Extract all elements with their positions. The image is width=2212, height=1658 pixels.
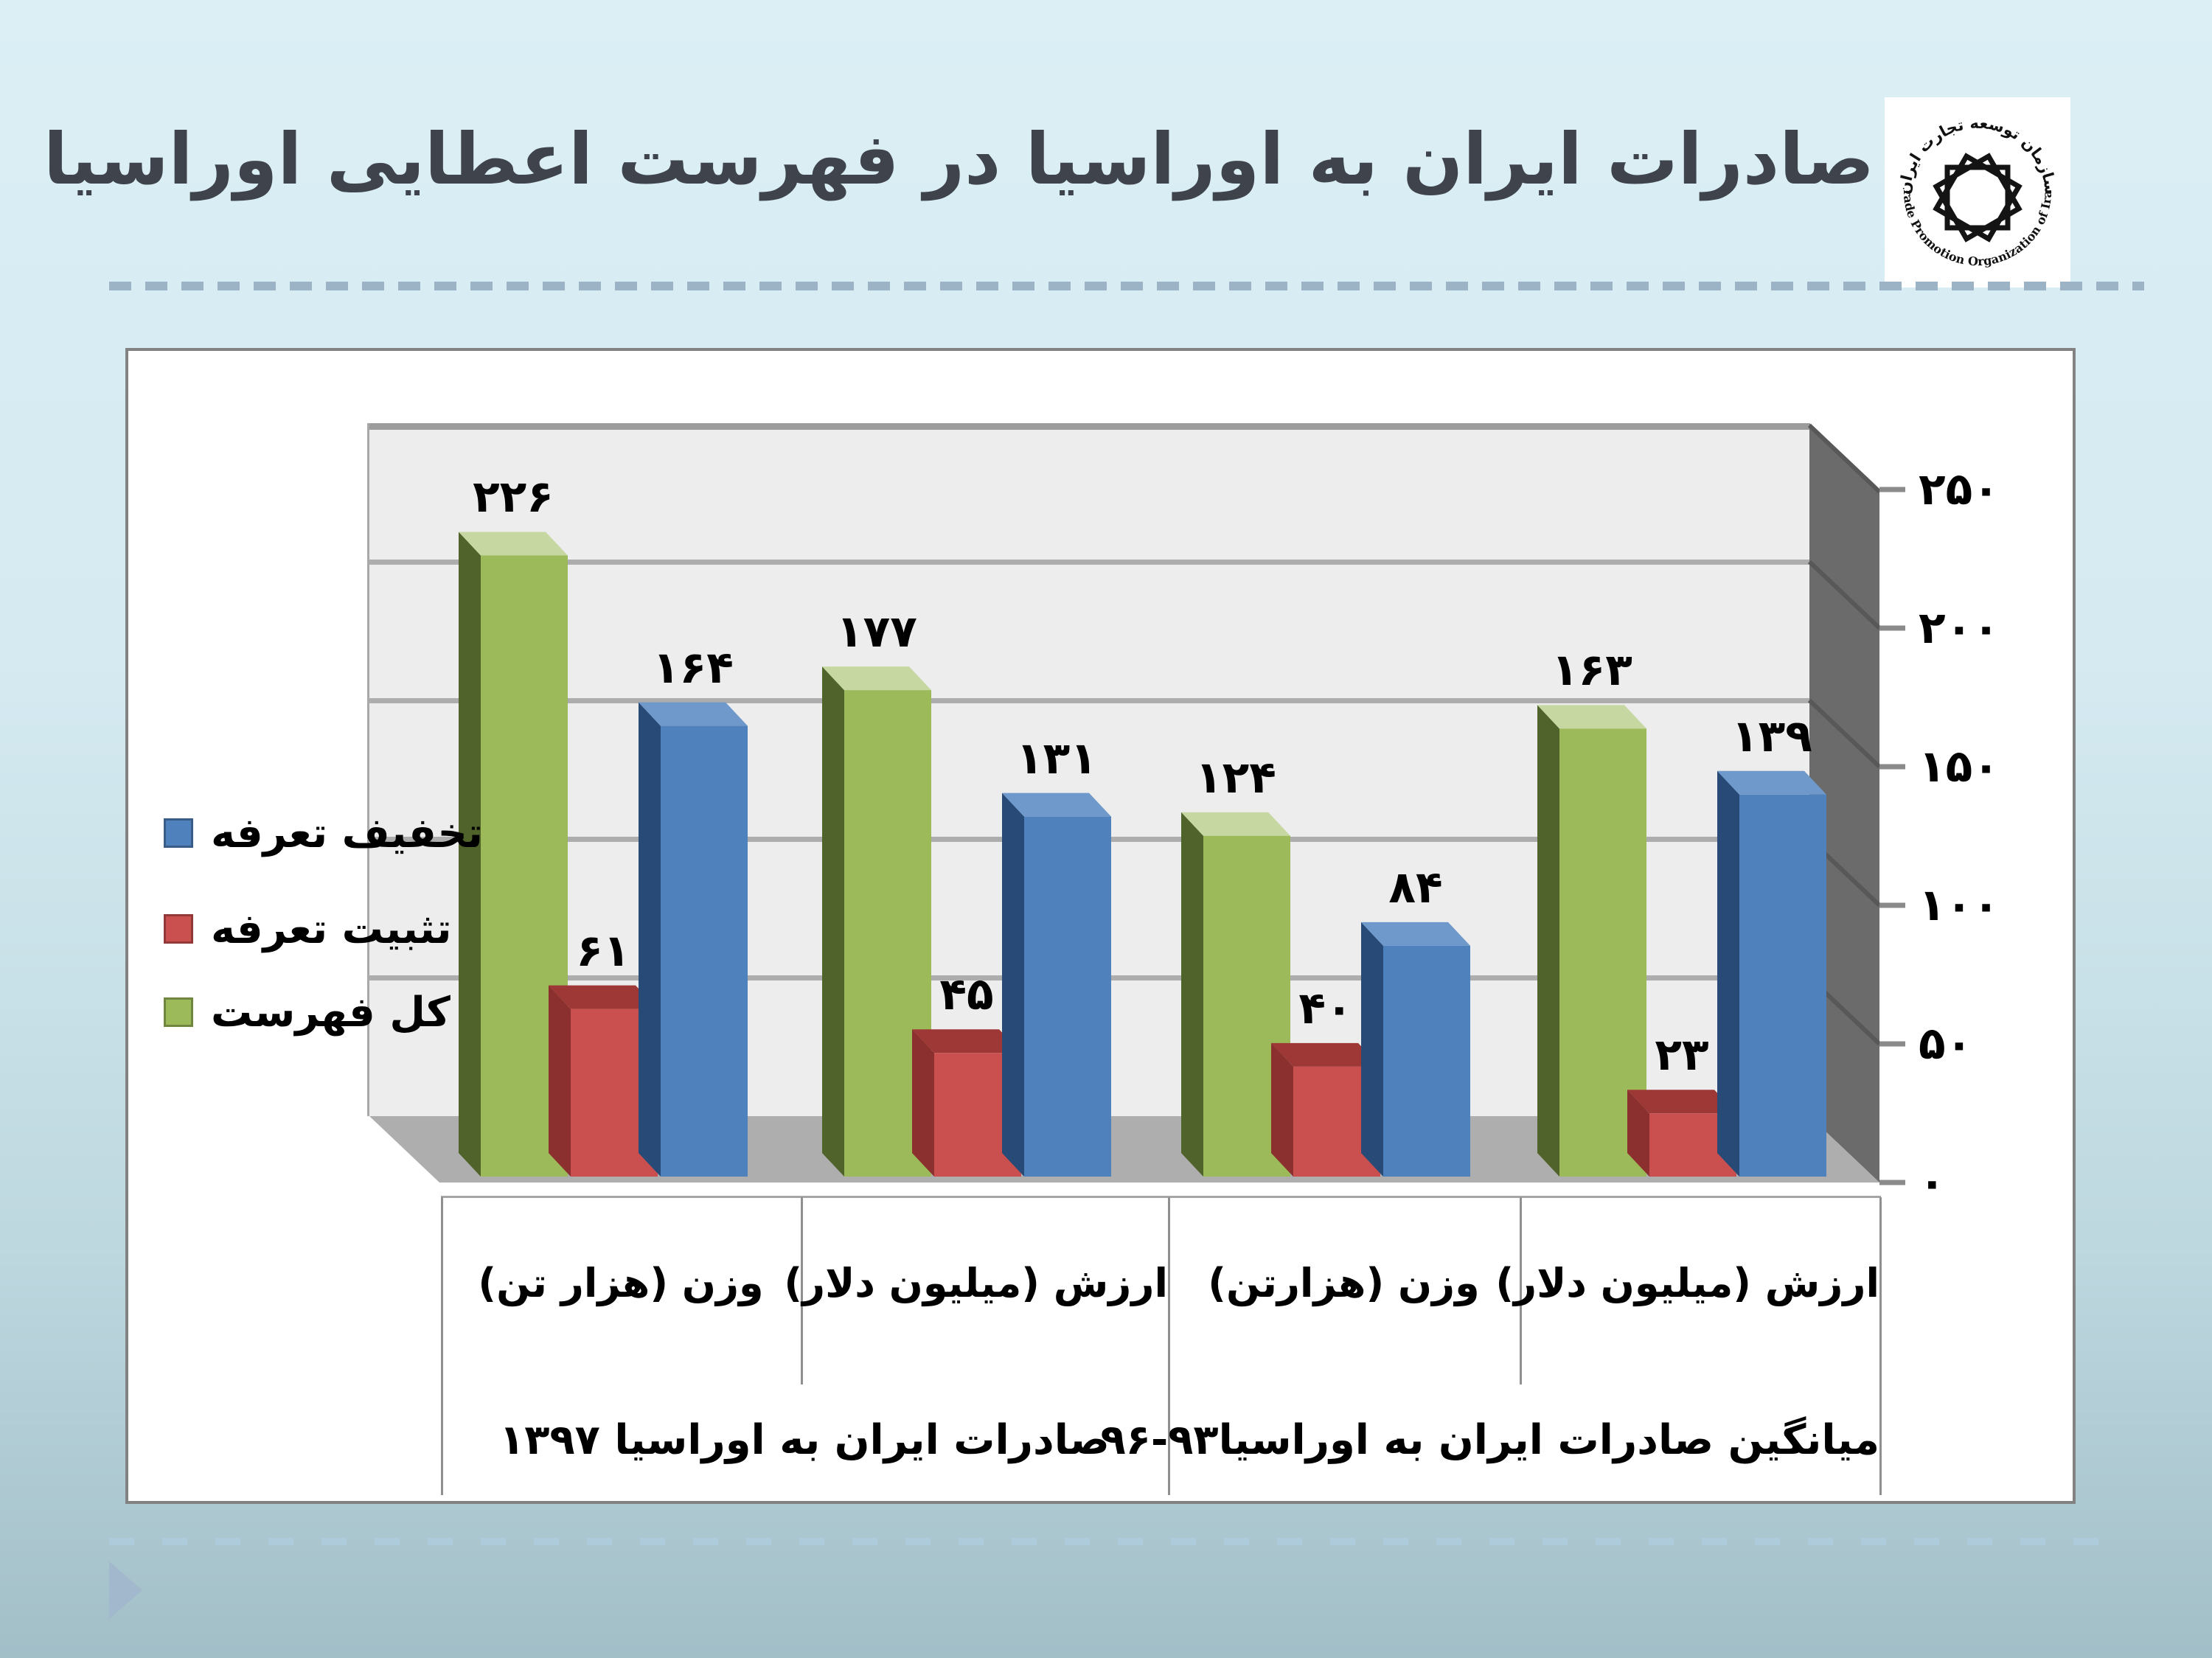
bar-side-face [912, 1029, 934, 1177]
bar-value-label: ۴۰ [1298, 982, 1353, 1034]
category-separator [801, 1197, 803, 1384]
bar-top-face [1717, 770, 1826, 795]
bar-top-face [459, 532, 568, 556]
legend-item-tasbit: تثبیت تعرفه [164, 902, 451, 955]
footer-dashed-line [109, 1538, 2109, 1545]
bar-تخفیف تعرفه [1739, 794, 1826, 1177]
tpo-logo-graphic: سازمان توسعه تجارت ایران Trade Promotion… [1880, 86, 2060, 268]
category-label: وزن (هزار تن) [478, 1260, 764, 1306]
category-separator [441, 1197, 443, 1495]
y-axis-tick-label: ۲۰۰ [1919, 602, 2000, 654]
legend-swatch-green [164, 997, 193, 1027]
bar-value-label: ۲۳ [1655, 1029, 1709, 1081]
bar-side-face [1361, 922, 1383, 1177]
plot-3d [367, 423, 1905, 1185]
bar-top-face [549, 985, 658, 1009]
legend-item-kol: کل فهرست [164, 986, 451, 1039]
bar-value-label: ۲۲۶ [473, 471, 554, 523]
category-separator [1168, 1197, 1170, 1495]
y-axis-ticks [1879, 487, 1905, 1185]
category-separator [1520, 1197, 1522, 1384]
legend-swatch-red [164, 914, 193, 944]
legend-swatch-blue [164, 818, 193, 848]
bar-value-label: ۱۶۳ [1551, 644, 1632, 697]
bar-side-face [549, 985, 571, 1177]
bar-value-label: ۱۳۹ [1731, 710, 1812, 762]
bar-side-face [1271, 1042, 1293, 1177]
bar-side-face [822, 666, 844, 1177]
bar-تخفیف تعرفه [1024, 816, 1111, 1177]
bar-value-label: ۱۳۱ [1016, 732, 1097, 784]
y-axis-tick-label: ۱۰۰ [1919, 879, 2000, 931]
bar-top-face [822, 666, 931, 691]
bar-side-face [459, 532, 481, 1177]
category-label: ارزش (میلیون دلار) [784, 1260, 1168, 1306]
y-axis-tick-label: ۲۵۰ [1919, 464, 2000, 515]
title-divider-dashed-line [109, 282, 2144, 290]
bar-top-face [1361, 922, 1470, 946]
plot-left-edge [367, 423, 369, 1116]
category-label: ارزش (میلیون دلار) [1495, 1260, 1879, 1306]
page-title: صادرات ایران به اوراسیا در فهرست اعطایی … [44, 118, 1874, 201]
bar-value-label: ۱۲۴ [1195, 751, 1276, 804]
bars-layer [459, 532, 1826, 1177]
logo-star-pattern [1933, 153, 2023, 243]
group-label: میانگین صادرات ایران به اوراسیا۹۳-۹۶ [1100, 1416, 1879, 1464]
bar-value-label: ۱۶۴ [653, 641, 734, 694]
bar-top-face [1627, 1090, 1736, 1114]
footer-arrow-bullet [109, 1561, 142, 1619]
bar-value-label: ۸۴ [1388, 861, 1443, 913]
bar-top-face [1537, 705, 1646, 729]
category-axis-line [441, 1196, 1881, 1198]
bar-side-face [1627, 1090, 1649, 1177]
bar-top-face [1271, 1042, 1380, 1067]
bar-side-face [639, 702, 661, 1177]
legend-label: تثبیت تعرفه [211, 905, 452, 953]
bar-top-face [912, 1029, 1021, 1053]
bar-top-face [1181, 812, 1290, 836]
bar-value-label: ۱۷۷ [836, 606, 917, 658]
group-label: صادرات ایران به اوراسیا ۱۳۹۷ [499, 1416, 1110, 1464]
legend-item-takhfif: تخفیف تعرفه [164, 807, 483, 860]
logo-persian-text: سازمان توسعه تجارت ایران [1896, 114, 2060, 195]
y-axis-tick-label: ۰ [1919, 1157, 1946, 1208]
bar-side-face [1717, 770, 1739, 1177]
bar-side-face [1181, 812, 1203, 1177]
bar-side-face [1002, 793, 1024, 1177]
bar-top-face [639, 702, 748, 726]
chart-panel: ۲۵۰ ۲۰۰ ۱۵۰ ۱۰۰ ۵۰ ۰ تخفیف تعرفه تثبیت ت… [125, 348, 2076, 1504]
gridline-250 [369, 423, 1809, 430]
category-label: وزن (هزارتن) [1208, 1260, 1480, 1306]
category-separator [1879, 1197, 1882, 1495]
y-axis-tick-label: ۵۰ [1919, 1018, 1973, 1070]
legend-label: تخفیف تعرفه [211, 809, 483, 857]
bar-value-label: ۶۱ [576, 924, 630, 977]
legend-label: کل فهرست [211, 988, 451, 1037]
bar-top-face [1002, 793, 1111, 817]
tpo-logo: سازمان توسعه تجارت ایران Trade Promotion… [1880, 86, 2070, 288]
bar-value-label: ۴۵ [939, 969, 994, 1021]
bar-تخفیف تعرفه [1383, 945, 1470, 1177]
y-axis-tick-label: ۱۵۰ [1919, 741, 2000, 793]
bar-تخفیف تعرفه [661, 725, 748, 1177]
gridline-150 [369, 698, 1809, 703]
bar-side-face [1537, 705, 1559, 1177]
gridline-200 [369, 560, 1809, 565]
